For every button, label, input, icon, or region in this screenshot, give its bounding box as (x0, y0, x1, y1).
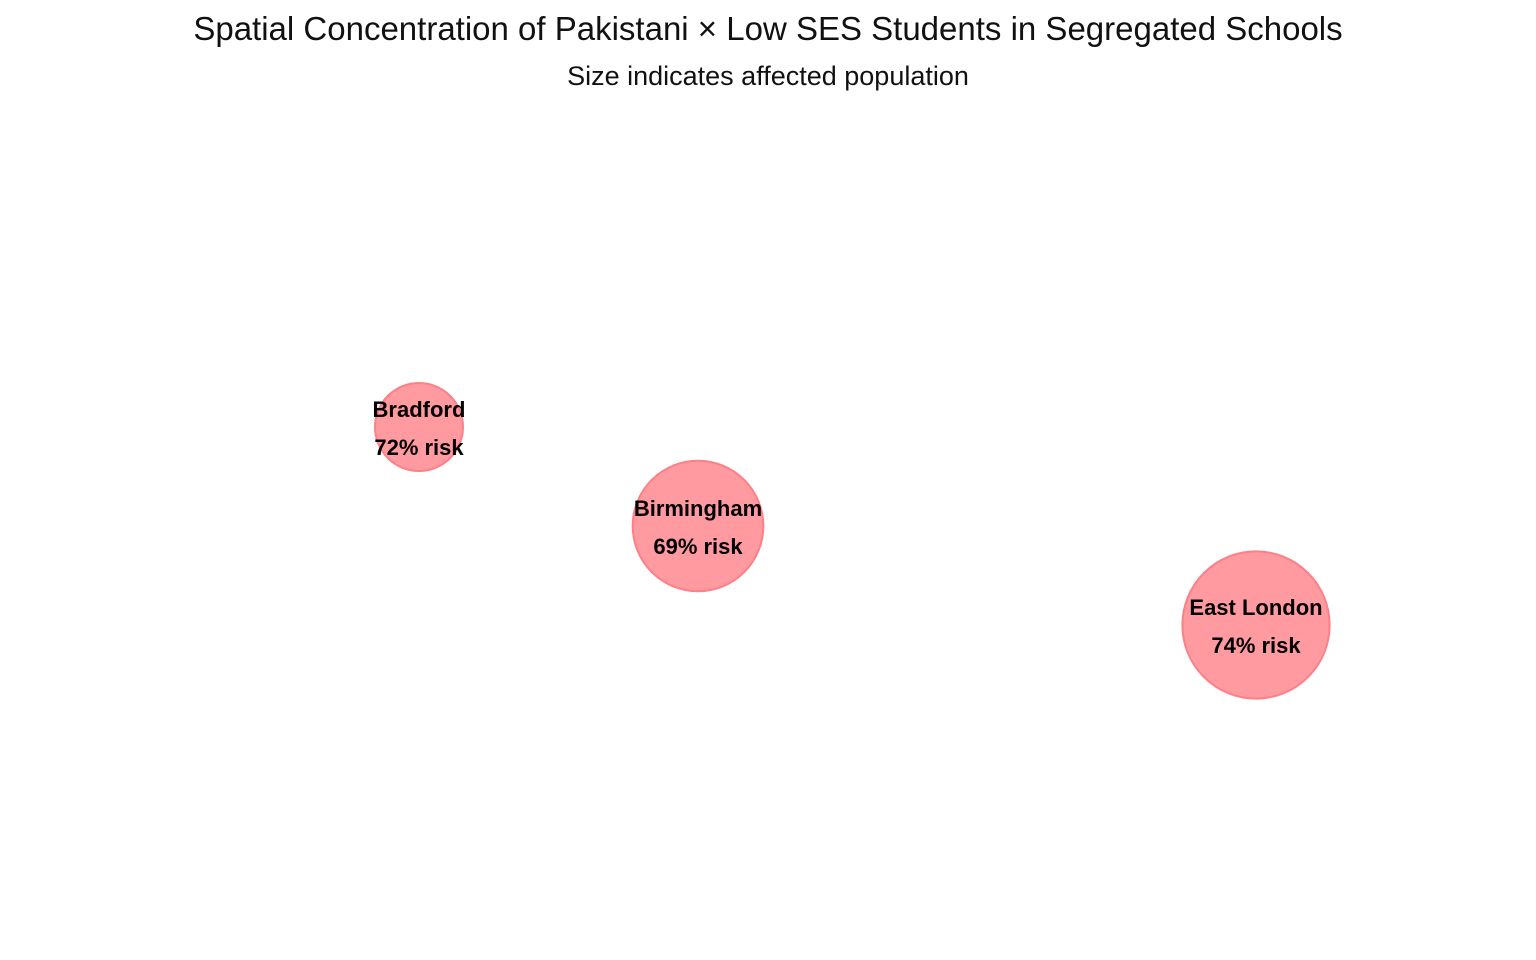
chart-subtitle: Size indicates affected population (567, 61, 969, 91)
bubble-name-label-birmingham: Birmingham (634, 496, 762, 521)
bubble-name-label-east-london: East London (1189, 595, 1322, 620)
bubble-risk-label-bradford: 72% risk (374, 435, 464, 460)
chart-title: Spatial Concentration of Pakistani × Low… (193, 10, 1343, 47)
bubble-risk-label-birmingham: 69% risk (653, 534, 743, 559)
bubble-marker-east-london (1181, 550, 1331, 700)
bubble-marker-birmingham (631, 459, 765, 593)
bubble-bradford: Bradford 72% risk (373, 382, 466, 472)
bubble-marker-bradford (374, 382, 464, 472)
bubble-risk-label-east-london: 74% risk (1211, 633, 1301, 658)
bubble-east-london: East London 74% risk (1181, 550, 1331, 700)
bubble-name-label-bradford: Bradford (373, 397, 466, 422)
bubble-birmingham: Birmingham 69% risk (631, 459, 765, 593)
